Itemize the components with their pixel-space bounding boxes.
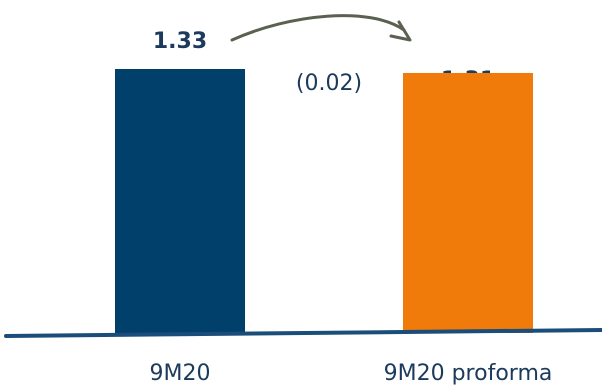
bar-9m20-proforma: [403, 72, 533, 334]
category-label-9m20-proforma: 9M20 proforma: [384, 361, 553, 386]
change-label: (0.02): [296, 71, 362, 96]
category-label-9m20: 9M20: [150, 361, 211, 386]
x-axis-line: [4, 328, 602, 338]
bar-9m20: [115, 69, 245, 333]
change-arrow: [230, 14, 406, 42]
change-arrowhead: [389, 20, 412, 42]
value-label-9m20: 1.33: [153, 29, 207, 54]
